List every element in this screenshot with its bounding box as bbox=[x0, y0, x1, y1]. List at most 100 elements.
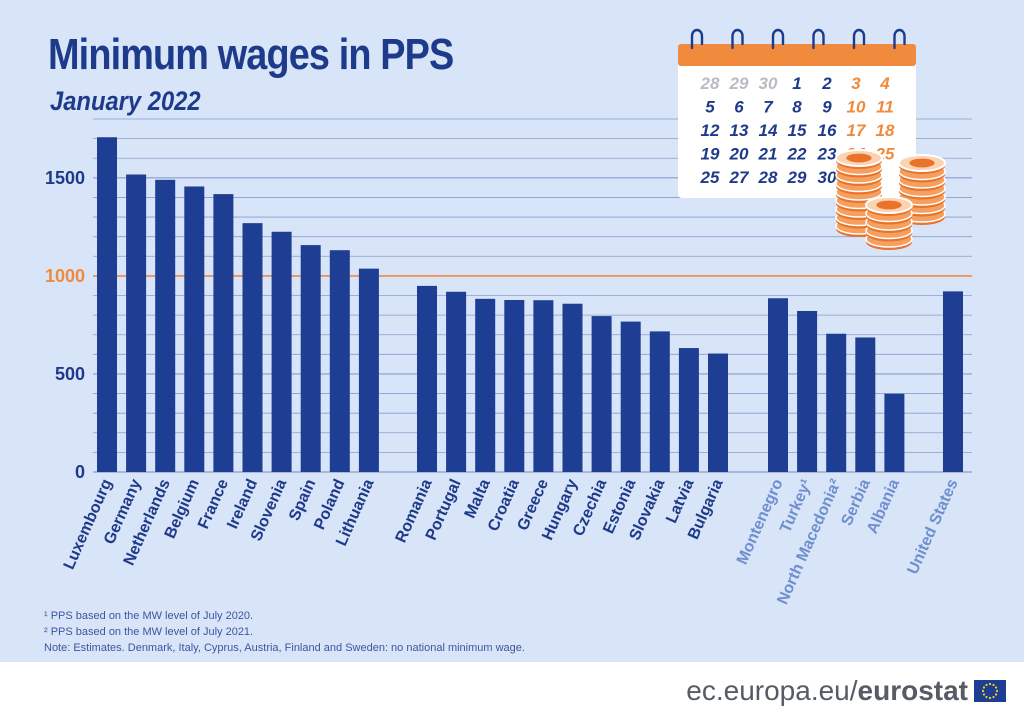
category-label: Malta bbox=[462, 477, 494, 521]
brand-domain: ec.europa.eu/ bbox=[686, 675, 858, 706]
calendar-day: 28 bbox=[758, 168, 778, 187]
eu-star bbox=[982, 686, 986, 689]
bar bbox=[678, 348, 699, 472]
calendar-day: 30 bbox=[759, 74, 778, 93]
bar bbox=[271, 231, 292, 472]
calendar-day: 13 bbox=[730, 121, 749, 140]
calendar-day: 18 bbox=[876, 121, 895, 140]
calendar-day: 19 bbox=[701, 145, 720, 164]
bar bbox=[358, 268, 379, 472]
chart-subtitle: January 2022 bbox=[50, 86, 201, 116]
footnote-note: Note: Estimates. Denmark, Italy, Cyprus,… bbox=[44, 642, 525, 654]
eurostat-brand: ec.europa.eu/ eurostat bbox=[686, 675, 1006, 707]
bar bbox=[126, 174, 147, 472]
bar bbox=[213, 194, 234, 473]
bar bbox=[504, 300, 525, 472]
eu-star bbox=[982, 693, 986, 696]
calendar-ring bbox=[771, 28, 785, 50]
calendar-ring bbox=[852, 28, 866, 50]
bar bbox=[855, 337, 876, 472]
calendar-day: 23 bbox=[817, 145, 837, 164]
footnote-2: ² PPS based on the MW level of July 2021… bbox=[44, 626, 254, 638]
calendar-day: 5 bbox=[705, 98, 715, 117]
bar bbox=[184, 186, 205, 472]
bar bbox=[155, 179, 176, 473]
bar bbox=[797, 310, 818, 472]
eu-star bbox=[994, 686, 998, 689]
calendar-rings bbox=[690, 28, 906, 50]
y-tick-label: 500 bbox=[55, 364, 85, 384]
calendar-day: 12 bbox=[701, 121, 720, 140]
calendar-day: 21 bbox=[758, 145, 778, 164]
calendar-ring bbox=[812, 28, 825, 50]
calendar-day: 4 bbox=[879, 74, 890, 93]
coin-stacks-icon bbox=[835, 149, 946, 250]
y-tick-label: 1500 bbox=[45, 168, 85, 188]
calendar-day: 22 bbox=[787, 145, 807, 164]
calendar-day: 25 bbox=[700, 168, 720, 187]
calendar-day: 16 bbox=[818, 121, 837, 140]
bar-chart: 0 500 1000 1500 LuxembourgGermanyNetherland… bbox=[45, 28, 972, 608]
calendar-day: 28 bbox=[700, 74, 720, 93]
eu-star bbox=[994, 693, 998, 696]
eu-star bbox=[985, 695, 988, 699]
y-tick-label: 1000 bbox=[45, 266, 85, 286]
calendar-day: 30 bbox=[818, 168, 837, 187]
category-labels: LuxembourgGermanyNetherlandsBelgiumFranc… bbox=[61, 477, 962, 608]
coin-center bbox=[909, 158, 935, 168]
calendar-day: 14 bbox=[759, 121, 778, 140]
calendar-day: 2 bbox=[821, 74, 832, 93]
bars bbox=[97, 137, 963, 473]
eu-star bbox=[992, 695, 995, 699]
chart-title: Minimum wages in PPS bbox=[48, 30, 454, 79]
footnote-1: ¹ PPS based on the MW level of July 2020… bbox=[44, 610, 254, 622]
bar bbox=[329, 250, 350, 472]
calendar-day: 7 bbox=[763, 98, 774, 117]
calendar-day: 10 bbox=[847, 98, 866, 117]
brand-name: eurostat bbox=[857, 675, 968, 706]
calendar-header bbox=[678, 44, 916, 66]
eu-star bbox=[995, 689, 999, 693]
category-label: United States bbox=[905, 477, 962, 577]
calendar-day: 8 bbox=[792, 98, 802, 117]
bar bbox=[475, 298, 496, 472]
calendar-day: 3 bbox=[851, 74, 861, 93]
bar bbox=[242, 223, 263, 472]
calendar-day: 11 bbox=[876, 98, 894, 117]
bar bbox=[300, 245, 321, 472]
calendar-ring bbox=[731, 28, 744, 50]
y-tick-label: 0 bbox=[75, 462, 85, 482]
calendar-day: 15 bbox=[788, 121, 807, 140]
calendar-day: 6 bbox=[734, 98, 744, 117]
bar bbox=[768, 298, 788, 472]
calendar-day: 9 bbox=[822, 98, 832, 117]
calendar-day: 17 bbox=[847, 121, 867, 140]
bar bbox=[591, 316, 612, 472]
coin-center bbox=[846, 153, 872, 163]
bar bbox=[533, 300, 554, 472]
category-label: Montenegro bbox=[734, 477, 787, 568]
bar bbox=[826, 333, 847, 472]
calendar-day: 27 bbox=[729, 168, 750, 187]
bar bbox=[417, 285, 437, 472]
calendar-day: 20 bbox=[729, 145, 749, 164]
bar bbox=[620, 321, 641, 472]
bar bbox=[562, 303, 583, 472]
eu-star bbox=[985, 683, 988, 687]
calendar-ring bbox=[893, 28, 906, 50]
bar bbox=[884, 393, 905, 472]
eu-star bbox=[981, 689, 985, 693]
footnotes: ¹ PPS based on the MW level of July 2020… bbox=[44, 608, 525, 656]
bar bbox=[943, 291, 963, 472]
coin-center bbox=[876, 200, 902, 210]
bar bbox=[97, 137, 117, 472]
eu-star bbox=[988, 682, 992, 686]
calendar-day: 29 bbox=[729, 74, 749, 93]
eu-star bbox=[992, 683, 995, 687]
bar bbox=[446, 291, 467, 472]
eu-flag-icon bbox=[974, 680, 1006, 702]
bar bbox=[708, 353, 728, 472]
bar bbox=[649, 331, 670, 472]
eu-star bbox=[988, 696, 992, 700]
